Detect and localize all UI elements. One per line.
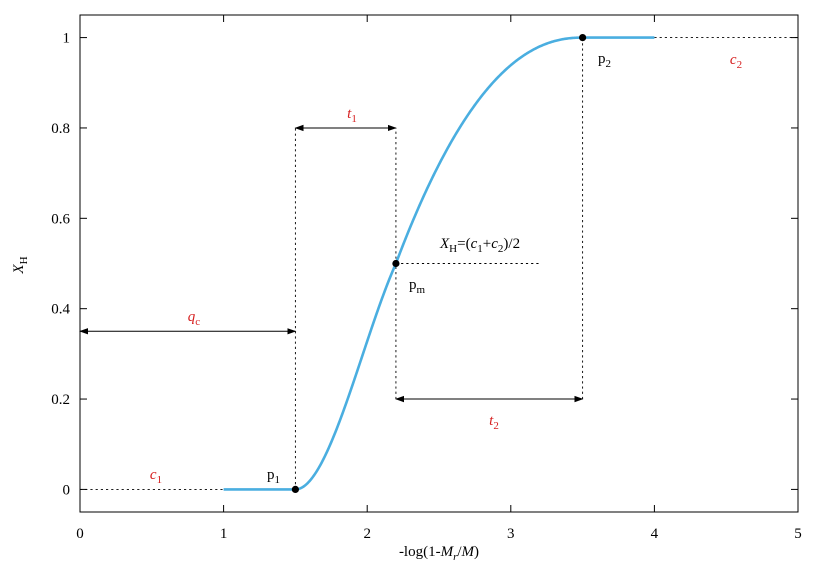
annotation-t2-main: t — [489, 413, 494, 429]
point-label-p1-sub: 1 — [275, 474, 281, 486]
x-tick-label: 1 — [220, 526, 228, 542]
eq-c2-main: c — [491, 236, 498, 252]
point-label-pm: pm — [409, 277, 426, 296]
x-tick-label: 5 — [794, 526, 802, 542]
xlabel-prefix: -log(1- — [399, 544, 441, 560]
eq-xh-main: X — [439, 236, 450, 252]
x-tick-label: 4 — [651, 526, 659, 542]
guide-lines — [80, 37, 798, 490]
eq-xh-sub: H — [449, 243, 457, 255]
annotation-c1-sub: 1 — [157, 474, 163, 486]
x-tick-label: 2 — [363, 526, 371, 542]
y-tick-label: 0.8 — [51, 121, 70, 137]
y-tick-label: 0.2 — [51, 392, 70, 408]
eq-open: =( — [457, 236, 470, 252]
axis-tick-labels: 0 1 2 3 4 5 0 0.2 0.4 0.6 0.8 1 — [51, 31, 802, 542]
midpoint-equation: XH=(c1+c2)/2 — [439, 236, 520, 255]
annotation-t1: t1 — [347, 106, 357, 125]
annotation-c2-sub: 2 — [737, 59, 743, 71]
annotation-qc: qc — [188, 309, 201, 328]
annotation-t1-main: t — [347, 106, 352, 122]
annotation-qc-sub: c — [195, 316, 200, 328]
xlabel-slash: / — [457, 544, 462, 560]
point-label-pm-sub: m — [417, 284, 426, 296]
annotation-c2-main: c — [730, 52, 737, 68]
annotation-c1: c1 — [150, 467, 162, 486]
y-tick-label: 0 — [63, 482, 71, 498]
annotation-t1-sub: 1 — [351, 113, 357, 125]
eq-c1-sub: 1 — [477, 243, 483, 255]
point-label-p2-main: p — [598, 51, 606, 67]
y-tick-label: 1 — [63, 31, 71, 47]
ylabel-sub: H — [18, 256, 30, 264]
annotation-t2: t2 — [489, 413, 499, 432]
eq-plus: + — [483, 236, 491, 252]
annotation-c2: c2 — [730, 52, 742, 71]
annotation-qc-main: q — [188, 309, 196, 325]
point-label-pm-main: p — [409, 277, 417, 293]
eq-close: )/2 — [503, 236, 520, 252]
point-label-p1-main: p — [267, 467, 275, 483]
ylabel-main: X — [11, 264, 27, 275]
annotation-t2-sub: 2 — [493, 420, 499, 432]
xlabel-m-sub: r — [453, 551, 458, 563]
point-label-p2-sub: 2 — [606, 58, 612, 70]
xlabel-suffix: ) — [474, 544, 479, 560]
dimension-arrows — [79, 124, 584, 403]
eq-c2-sub: 2 — [498, 243, 504, 255]
x-tick-label: 3 — [507, 526, 515, 542]
point-pm — [392, 259, 400, 268]
point-p1 — [291, 485, 299, 494]
y-tick-label: 0.4 — [51, 302, 70, 318]
point-label-p2: p2 — [598, 51, 611, 70]
eq-c1-main: c — [471, 236, 478, 252]
x-axis-title: -log(1-Mr/M) — [399, 544, 479, 563]
xlabel-m: M — [440, 544, 455, 560]
y-axis-title: XH — [11, 256, 30, 274]
xlabel-M: M — [461, 544, 476, 560]
point-label-p1: p1 — [267, 467, 280, 486]
x-tick-label: 0 — [76, 526, 84, 542]
y-tick-label: 0.6 — [51, 211, 70, 227]
plot-frame — [79, 14, 799, 513]
marked-points — [291, 33, 587, 494]
point-p2 — [579, 33, 587, 42]
annotation-c1-main: c — [150, 467, 157, 483]
